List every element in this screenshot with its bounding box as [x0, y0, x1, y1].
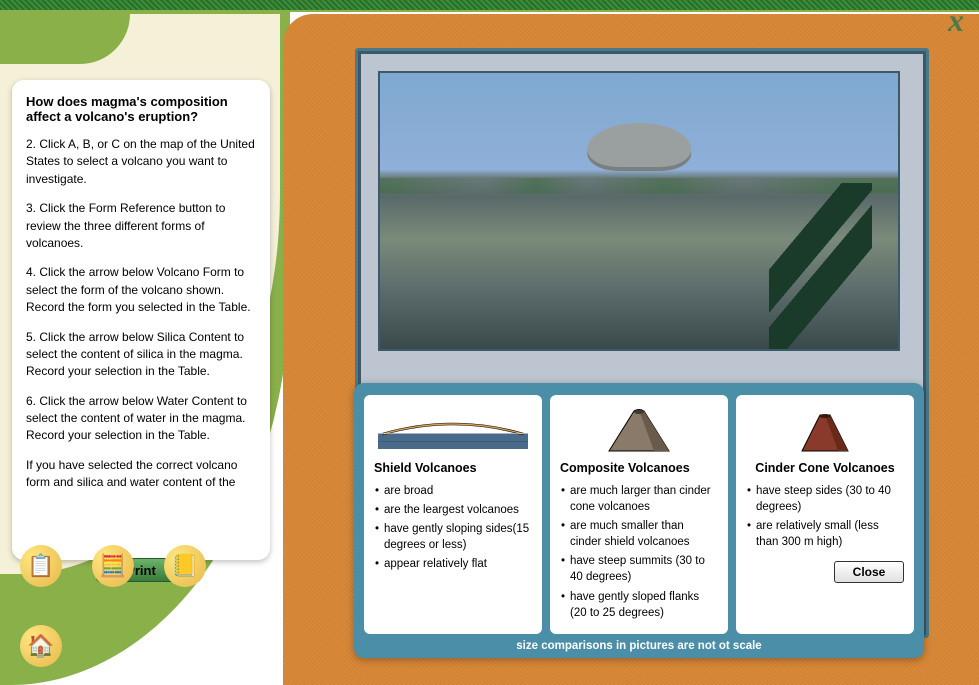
card-points: have steep sides (30 to 40 degrees)are r… [746, 483, 904, 553]
card-title: Cinder Cone Volcanoes [746, 461, 904, 475]
top-bar [0, 0, 979, 12]
vegetation-band [380, 178, 898, 195]
instructions-title: How does magma's composition affect a vo… [26, 94, 266, 124]
instruction-paragraph: 3. Click the Form Reference button to re… [26, 200, 260, 252]
home-icon[interactable]: 🏠 [20, 625, 62, 667]
instruction-paragraph: 2. Click A, B, or C on the map of the Un… [26, 136, 260, 188]
card-point: are the leargest volcanoes [374, 502, 532, 518]
instruction-paragraph: 6. Click the arrow below Water Content t… [26, 393, 260, 445]
card-point: are broad [374, 483, 532, 499]
volcano-types-panel: Shield Volcanoes are broad are the learges… [354, 383, 924, 658]
card-points: are broad are the leargest volcanoes have … [374, 483, 532, 575]
instruction-paragraph: 5. Click the arrow below Silica Content … [26, 329, 260, 381]
table-icon[interactable]: 📒 [164, 545, 206, 587]
volcano-card: Cinder Cone Volcanoes have steep sides (3… [736, 395, 914, 634]
close-button[interactable]: Close [834, 561, 904, 583]
cards-row: Shield Volcanoes are broad are the learges… [364, 395, 914, 634]
card-title: Composite Volcanoes [560, 461, 718, 475]
instructions-scroll[interactable]: 2. Click A, B, or C on the map of the Un… [26, 136, 266, 546]
card-point: are much smaller than cinder shield volc… [560, 518, 718, 550]
instruction-paragraph: If you have selected the correct volcano… [26, 457, 260, 492]
volcano-card: Shield Volcanoes are broad are the learges… [364, 395, 542, 634]
card-points: are much larger than cinder cone volcano… [560, 483, 718, 624]
volcano-image [378, 71, 900, 351]
close-x-icon[interactable]: x [948, 2, 964, 39]
tool-icons-row: 📋 🧮 📒 🏠 [20, 545, 260, 667]
card-point: appear relatively flat [374, 556, 532, 572]
calculator-icon[interactable]: 🧮 [92, 545, 134, 587]
card-point: are much larger than cinder cone volcano… [560, 483, 718, 515]
instruction-paragraph: 4. Click the arrow below Volcano Form to… [26, 264, 260, 316]
instructions-panel: How does magma's composition affect a vo… [12, 80, 270, 560]
card-point: have steep summits (30 to 40 degrees) [560, 553, 718, 585]
volcano-shape-icon [560, 405, 718, 453]
scale-note: size comparisons in pictures are not ot … [364, 640, 914, 652]
card-title: Shield Volcanoes [374, 461, 532, 475]
card-point: have steep sides (30 to 40 degrees) [746, 483, 904, 515]
volcano-shape-icon [374, 405, 532, 453]
volcano-shape-icon [746, 405, 904, 453]
volcano-card: Composite Volcanoes are much larger than … [550, 395, 728, 634]
card-point: have gently sloped flanks (20 to 25 degr… [560, 589, 718, 621]
content-frame: Shield Volcanoes are broad are the learges… [355, 48, 929, 638]
card-point: have gently sloping sides(15 degrees or … [374, 521, 532, 553]
clipboard-icon[interactable]: 📋 [20, 545, 62, 587]
card-point: are relatively small (less than 300 m hi… [746, 518, 904, 550]
